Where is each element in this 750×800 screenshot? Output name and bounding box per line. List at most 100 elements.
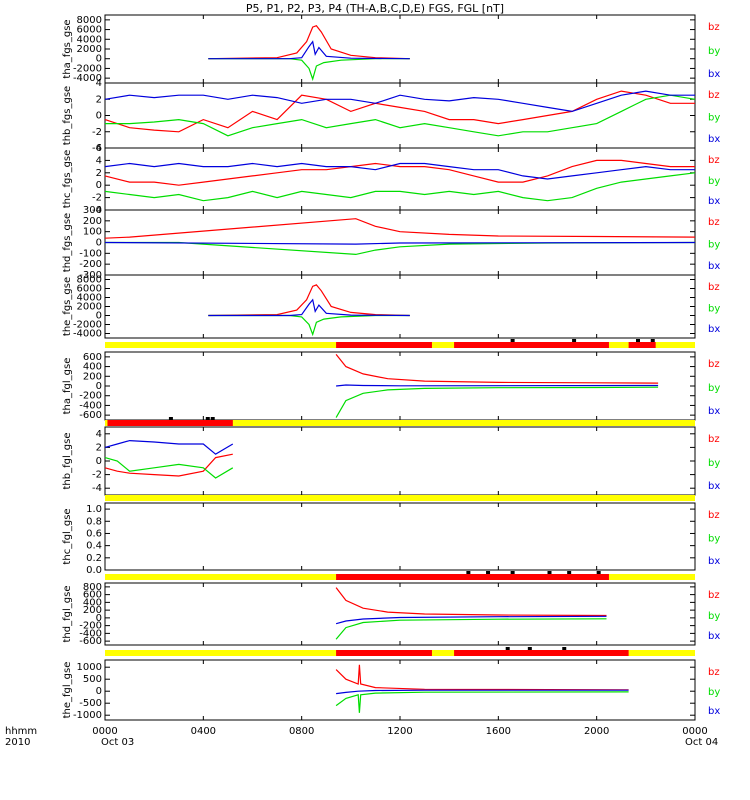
- legend-by: by: [708, 611, 720, 622]
- y-tick-label: -100: [79, 248, 102, 259]
- y-tick-label: 4000: [77, 293, 102, 304]
- y-tick-label: 800: [83, 582, 102, 593]
- y-tick-label: 0: [96, 381, 102, 392]
- y-tick-label: 0: [96, 111, 102, 122]
- legend-by: by: [708, 458, 720, 469]
- y-tick-label: 2: [96, 168, 102, 179]
- y-axis-label: the_fgl_gse: [62, 662, 73, 719]
- series-line-by: [104, 457, 234, 479]
- legend-bx: bx: [708, 196, 720, 207]
- y-tick-label: 0.4: [86, 541, 102, 552]
- y-tick-label: -200: [79, 259, 102, 270]
- panel-frame: [104, 274, 696, 339]
- series-line-bz: [208, 284, 410, 317]
- status-bar-flag: [107, 420, 233, 426]
- y-tick-label: -200: [79, 391, 102, 402]
- status-bar: [105, 495, 695, 501]
- y-tick-label: -2000: [73, 320, 102, 331]
- y-axis-label: tha_fgl_gse: [62, 358, 73, 415]
- y-tick-label: 4: [96, 429, 102, 440]
- legend-bz: bz: [708, 217, 720, 228]
- series-line-by: [208, 314, 410, 337]
- y-tick-label: 200: [83, 605, 102, 616]
- y-tick-label: 6: [96, 143, 102, 154]
- status-bar-flag: [628, 342, 656, 348]
- y-axis-label: thc_fgs_gse: [62, 150, 73, 209]
- y-tick-label: -4: [92, 205, 102, 216]
- status-bar-marker: [572, 339, 577, 342]
- series-line-bz: [104, 453, 233, 477]
- y-tick-label: 100: [83, 227, 102, 238]
- legend-bx: bx: [708, 706, 720, 717]
- y-tick-label: -2: [92, 470, 102, 481]
- status-bar-marker: [650, 339, 655, 342]
- y-tick-label: 2000: [77, 302, 102, 313]
- series-line-bz: [335, 587, 607, 617]
- x-date-label: Oct 04: [685, 737, 718, 748]
- y-tick-label: 4000: [77, 34, 102, 45]
- series-line-bx: [208, 298, 410, 317]
- y-tick-label: -400: [79, 400, 102, 411]
- x-axis-row-label-hhmm: hhmm: [5, 726, 37, 737]
- y-axis-label: tha_fgs_gse: [62, 19, 73, 78]
- status-bar-marker: [527, 647, 532, 650]
- legend-bx: bx: [708, 556, 720, 567]
- status-bar-marker: [596, 571, 601, 574]
- series-line-bx: [208, 40, 410, 60]
- y-tick-label: 500: [83, 674, 102, 685]
- y-tick-label: -4: [92, 143, 102, 154]
- legend-bx: bx: [708, 261, 720, 272]
- legend-by: by: [708, 534, 720, 545]
- legend-bz: bz: [708, 510, 720, 521]
- x-tick-label: 0400: [191, 726, 216, 737]
- y-tick-label: 0: [96, 238, 102, 249]
- panel-frame: [104, 147, 696, 211]
- x-tick-label: 1200: [387, 726, 412, 737]
- series-line-by: [104, 172, 696, 202]
- y-tick-label: 0.0: [86, 565, 102, 576]
- y-axis-label: thc_fgl_gse: [62, 508, 73, 564]
- status-bar-flag: [454, 650, 629, 656]
- legend-by: by: [708, 46, 720, 57]
- y-axis-label: the_fgs_gse: [62, 277, 73, 336]
- series-line-bx: [104, 162, 695, 180]
- legend-by: by: [708, 176, 720, 187]
- y-tick-label: 300: [83, 205, 102, 216]
- y-axis-label: thd_fgs_gse: [62, 213, 73, 272]
- y-tick-label: -200: [79, 621, 102, 632]
- status-bar-marker: [486, 571, 491, 574]
- series-line-bx: [336, 384, 659, 387]
- status-bar-marker: [205, 417, 210, 420]
- legend-by: by: [708, 687, 720, 698]
- legend-bx: bx: [708, 631, 720, 642]
- status-bar-marker: [168, 417, 173, 420]
- y-tick-label: 8000: [77, 275, 102, 286]
- legend-bz: bz: [708, 667, 720, 678]
- series-line-bz: [335, 354, 659, 384]
- legend-bx: bx: [708, 481, 720, 492]
- y-tick-label: 200: [83, 216, 102, 227]
- status-bar-marker: [636, 339, 640, 342]
- status-bar-flag: [336, 342, 432, 348]
- y-tick-label: 0: [96, 613, 102, 624]
- series-line-bz: [104, 159, 695, 186]
- panel-frame: [104, 426, 696, 496]
- legend-by: by: [708, 304, 720, 315]
- series-line-bz: [104, 218, 696, 239]
- series-line-by: [208, 58, 410, 82]
- series-line-by: [105, 94, 696, 137]
- y-tick-label: 6000: [77, 284, 102, 295]
- series-line-by: [105, 241, 696, 256]
- y-tick-label: -2000: [73, 63, 102, 74]
- status-bar-marker: [562, 647, 567, 650]
- y-tick-label: 600: [83, 352, 102, 363]
- legend-bz: bz: [708, 590, 720, 601]
- status-bar: [105, 420, 695, 426]
- y-tick-label: 6000: [77, 25, 102, 36]
- panel-frame: [104, 14, 696, 84]
- y-tick-label: -300: [79, 270, 102, 281]
- y-tick-label: 0: [96, 54, 102, 65]
- y-tick-label: 0: [96, 180, 102, 191]
- y-axis-label: thd_fgl_gse: [62, 586, 73, 643]
